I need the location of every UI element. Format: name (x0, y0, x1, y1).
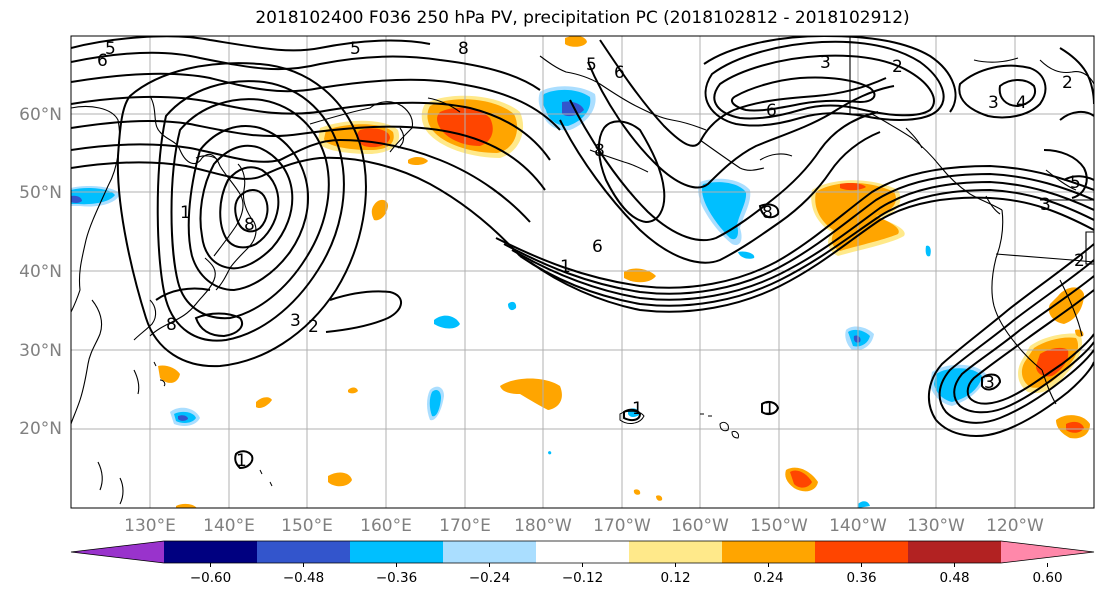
contour-label: 5 (105, 39, 116, 59)
colorbar-tick-label: 0.36 (846, 570, 876, 586)
colorbar-tick-label: 0.60 (1032, 570, 1062, 586)
map-frame (70, 35, 1095, 509)
coastlines (71, 36, 1094, 505)
contour-label: 5 (586, 55, 597, 75)
latitude-label: 30°N (19, 341, 62, 361)
contour-label: 5 (1070, 173, 1081, 193)
longitude-label: 160°E (360, 516, 412, 536)
colorbar-tick-label: −0.36 (376, 570, 417, 586)
contour-label: 1 (236, 451, 247, 471)
contour-label: 8 (594, 141, 605, 161)
contour-label: 1 (180, 203, 191, 223)
longitude-label: 170°W (593, 516, 651, 536)
longitude-label: 140°W (829, 516, 887, 536)
longitude-label: 150°W (750, 516, 808, 536)
contour-label: 1 (764, 399, 775, 419)
colorbar-tick-label: 0.12 (660, 570, 690, 586)
contour-label: 5 (350, 39, 361, 59)
contour-label: 8 (166, 315, 177, 335)
colorbar-tick-label: −0.24 (469, 570, 510, 586)
island-outlines (153, 361, 739, 487)
contour-label: 2 (308, 317, 319, 337)
colorbar-segment (536, 541, 629, 563)
colorbar-tick-label: 0.24 (753, 570, 783, 586)
contour-label: 3 (988, 93, 999, 113)
longitude-label: 150°E (281, 516, 333, 536)
longitude-label: 160°W (671, 516, 729, 536)
map-title: 2018102400 F036 250 hPa PV, precipitatio… (255, 8, 910, 28)
latitude-labels: 20°N 30°N 40°N 50°N 60°N (19, 105, 62, 439)
latitude-label: 60°N (19, 105, 62, 125)
longitude-label: 130°W (907, 516, 965, 536)
contour-label: 2 (1074, 251, 1085, 271)
longitude-label: 130°E (124, 516, 176, 536)
contour-label: 6 (766, 101, 777, 121)
colorbar-outline (70, 540, 1095, 564)
colorbar-segment (443, 541, 536, 563)
latitude-label: 20°N (19, 419, 62, 439)
contour-label: 2 (892, 57, 903, 77)
colorbar: −0.60 −0.48 −0.36 −0.24 −0.12 0.12 0.24 0.36 0.4… (70, 540, 1095, 586)
colorbar-tick-label: −0.48 (283, 570, 324, 586)
colorbar-segment (1001, 541, 1094, 563)
latitude-label: 50°N (19, 183, 62, 203)
colorbar-segment (722, 541, 815, 563)
longitude-label: 180°W (514, 516, 572, 536)
longitude-label: 170°E (439, 516, 491, 536)
contour-label: 3 (984, 373, 995, 393)
contour-label: 6 (592, 237, 603, 257)
pv-contours (71, 36, 1094, 470)
contour-label: 6 (614, 63, 625, 83)
colorbar-segment (629, 541, 722, 563)
contour-label: 6 (97, 51, 108, 71)
contour-label: 8 (762, 203, 773, 223)
colorbar-tick-label: −0.60 (190, 570, 231, 586)
contour-label: 3 (820, 53, 831, 73)
contour-labels: 5 6 5 8 5 6 8 6 1 3 2 8 3 2 4 2 3 5 8 3 … (97, 39, 1085, 471)
colorbar-tick-label: −0.12 (562, 570, 603, 586)
contour-label: 8 (244, 215, 255, 235)
longitude-label: 140°E (203, 516, 255, 536)
colorbar-segment (908, 541, 1001, 563)
colorbar-segment (164, 541, 257, 563)
colorbar-tick-label: 0.48 (939, 570, 969, 586)
colorbar-segment (815, 541, 908, 563)
contour-label: 3 (1040, 195, 1051, 215)
colorbar-segment (350, 541, 443, 563)
colorbar-segment (257, 541, 350, 563)
contour-label: 1 (632, 399, 643, 419)
contour-label: 4 (1016, 93, 1027, 113)
colorbar-segment (71, 541, 164, 563)
longitude-labels: 130°E 140°E 150°E 160°E 170°E 180°W 170°… (124, 516, 1044, 536)
contour-label: 2 (1062, 73, 1073, 93)
latitude-label: 40°N (19, 262, 62, 282)
contour-label: 8 (458, 39, 469, 59)
contour-label: 1 (560, 257, 571, 277)
longitude-label: 120°W (986, 516, 1044, 536)
contour-label: 3 (290, 311, 301, 331)
